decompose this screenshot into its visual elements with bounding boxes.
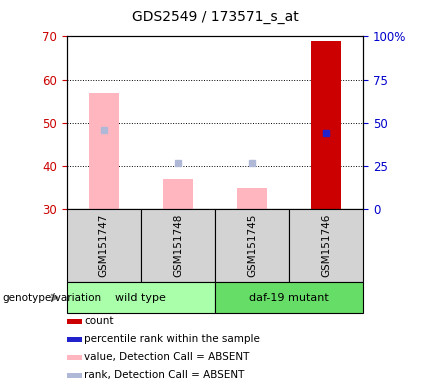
Text: wild type: wild type bbox=[115, 293, 166, 303]
Text: percentile rank within the sample: percentile rank within the sample bbox=[84, 334, 260, 344]
Text: GSM151745: GSM151745 bbox=[247, 214, 257, 278]
Bar bbox=[67, 209, 141, 282]
Text: GDS2549 / 173571_s_at: GDS2549 / 173571_s_at bbox=[132, 10, 298, 24]
Bar bbox=[67, 355, 82, 360]
Bar bbox=[163, 179, 193, 209]
Text: GSM151748: GSM151748 bbox=[173, 214, 183, 278]
Text: GSM151746: GSM151746 bbox=[321, 214, 331, 278]
Text: genotype/variation: genotype/variation bbox=[2, 293, 101, 303]
Bar bbox=[237, 188, 267, 209]
Bar bbox=[215, 209, 289, 282]
Text: rank, Detection Call = ABSENT: rank, Detection Call = ABSENT bbox=[84, 370, 245, 380]
Bar bbox=[311, 41, 341, 209]
Bar bbox=[67, 372, 82, 377]
Text: daf-19 mutant: daf-19 mutant bbox=[249, 293, 329, 303]
Bar bbox=[141, 209, 215, 282]
Bar bbox=[67, 282, 215, 313]
Bar bbox=[289, 209, 363, 282]
Bar bbox=[215, 282, 363, 313]
Text: count: count bbox=[84, 316, 114, 326]
Bar bbox=[67, 319, 82, 324]
Bar bbox=[89, 93, 119, 209]
Text: value, Detection Call = ABSENT: value, Detection Call = ABSENT bbox=[84, 352, 250, 362]
Bar bbox=[67, 337, 82, 342]
Text: GSM151747: GSM151747 bbox=[99, 214, 109, 278]
